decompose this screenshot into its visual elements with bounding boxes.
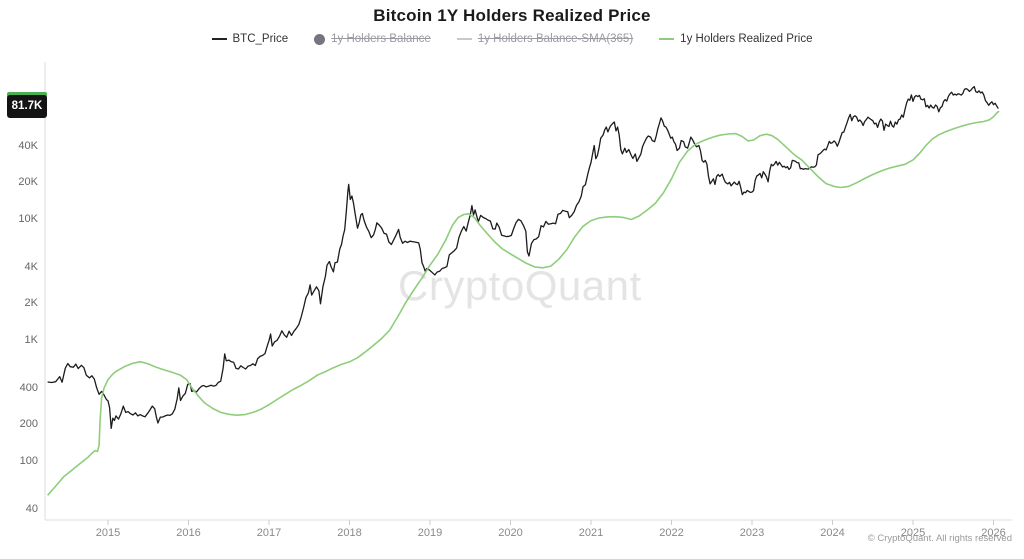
- x-tick-label: 2023: [739, 527, 765, 539]
- circle-series-marker-icon: [314, 33, 326, 45]
- line-series-marker-icon: [456, 38, 472, 40]
- y-tick-label: 20K: [18, 176, 38, 189]
- copyright-notice: © CryptoQuant. All rights reserved: [867, 533, 1012, 544]
- line-series-marker-icon: [211, 38, 227, 40]
- legend-item-1y-holders-balance-sma-365-[interactable]: 1y Holders Balance-SMA(365): [456, 33, 634, 45]
- legend-item-btc-price[interactable]: BTC_Price: [211, 33, 289, 45]
- x-tick-label: 2021: [578, 527, 604, 539]
- last-price-badge: 81.7K: [7, 95, 47, 118]
- series-1y-holders-realized-price: [46, 110, 1000, 496]
- legend-item-1y-holders-realized-price[interactable]: 1y Holders Realized Price: [659, 33, 812, 45]
- y-tick-label: 40K: [18, 139, 38, 152]
- x-tick-label: 2024: [820, 527, 845, 539]
- legend-label: BTC_Price: [232, 33, 289, 45]
- y-tick-label: 100: [19, 454, 38, 467]
- x-tick-label: 2020: [498, 527, 523, 539]
- line-series-marker-icon: [659, 38, 675, 40]
- x-tick-label: 2016: [176, 527, 201, 539]
- x-tick-label: 2017: [256, 527, 282, 539]
- y-tick-label: 1K: [24, 333, 38, 346]
- legend-item-1y-holders-balance[interactable]: 1y Holders Balance: [314, 33, 431, 45]
- x-tick-label: 2018: [337, 527, 362, 539]
- x-tick-label: 2019: [417, 527, 443, 539]
- x-tick-label: 2022: [659, 527, 684, 539]
- x-tick-label: 2026: [981, 527, 1006, 539]
- y-tick-label: 2K: [24, 297, 38, 310]
- legend: BTC_Price 1y Holders Balance 1y Holders Ba…: [0, 33, 1024, 45]
- x-tick-label: 2025: [900, 527, 926, 539]
- chart-title: Bitcoin 1Y Holders Realized Price: [373, 6, 651, 25]
- legend-label: 1y Holders Realized Price: [680, 33, 813, 45]
- y-tick-label: 4K: [24, 260, 38, 273]
- series-btc-price: [47, 85, 999, 430]
- y-tick-label: 10K: [18, 212, 38, 225]
- legend-label: 1y Holders Balance-SMA(365): [477, 33, 634, 45]
- y-tick-label: 400: [19, 381, 38, 394]
- legend-label: 1y Holders Balance: [331, 33, 431, 45]
- y-tick-label: 200: [19, 418, 38, 431]
- y-tick-label: 40: [25, 502, 38, 515]
- x-tick-label: 2015: [95, 527, 121, 539]
- cryptoquant-watermark: CryptoQuant: [398, 262, 642, 309]
